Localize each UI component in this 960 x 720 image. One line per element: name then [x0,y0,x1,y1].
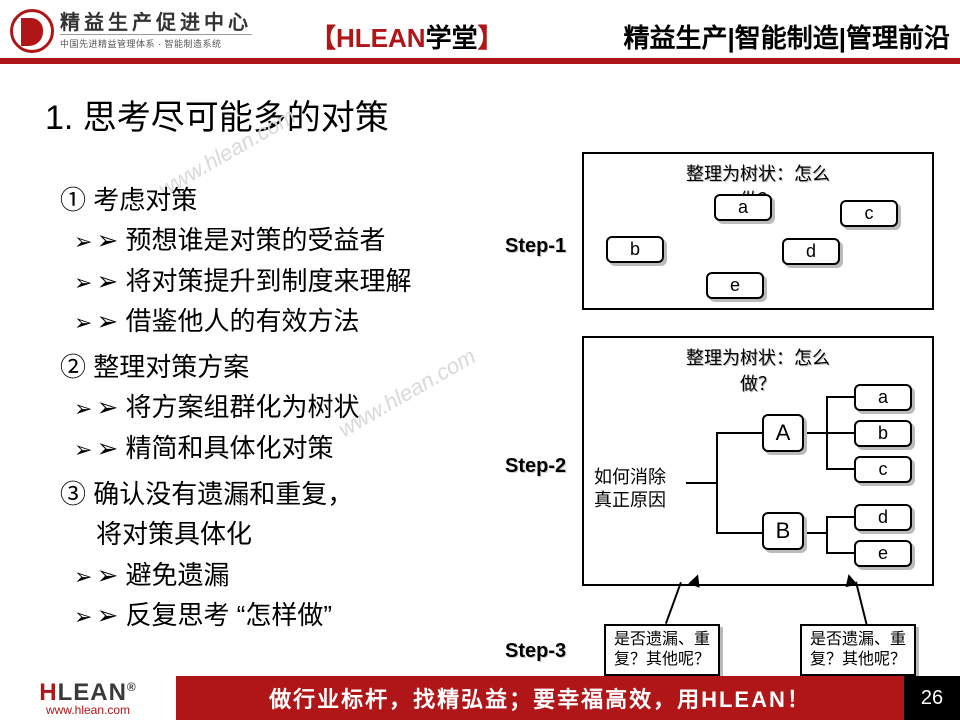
logo-mark [10,9,54,53]
callout-2: 是否遗漏、重 复？其他呢？ [800,624,916,676]
callout-1: 是否遗漏、重 复？其他呢？ [604,624,720,676]
panel-step2: 整理为树状：怎么做？ 如何消除 真正原因 A B a b c d e [582,336,934,586]
leaf-e: e [854,540,912,567]
callout-line: 复？其他呢？ [614,650,710,670]
arrow-line [665,582,682,624]
node-c: c [840,200,898,227]
node-e: e [706,272,764,299]
header-divider [0,58,960,64]
section-1-head: ① 考虑对策 [60,180,490,220]
bullet: ➢ 将方案组群化为树状 [60,387,490,427]
header: 精益生产促进中心 中国先进精益管理体系 · 智能制造系统 【HLEAN学堂】 精… [0,0,960,58]
section-2-head: ② 整理对策方案 [60,347,490,387]
root-line1: 如何消除 [594,466,666,489]
footer-logo: HLEAN® www.hlean.com [0,676,176,720]
leaf-d: d [854,504,912,531]
root-line2: 真正原因 [594,489,666,512]
callout-line: 是否遗漏、重 [614,630,710,650]
arrow-line [855,582,868,625]
org-logo: 精益生产促进中心 中国先进精益管理体系 · 智能制造系统 [10,9,252,53]
footer: HLEAN® www.hlean.com 做行业标杆，找精弘益；要幸福高效，用H… [0,676,960,720]
step-3-label: Step-3 [505,640,566,663]
node-d: d [782,238,840,265]
slide-title: 1. 思考尽可能多的对策 [45,90,389,139]
step-2-label: Step-2 [505,455,566,478]
header-right: 精益生产|智能制造|管理前沿 [623,18,950,55]
bullet: ➢ 避免遗漏 [60,555,490,595]
org-subtitle: 中国先进精益管理体系 · 智能制造系统 [60,34,252,50]
org-name: 精益生产促进中心 [60,12,252,34]
node-a: a [714,194,772,221]
callout-line: 是否遗漏、重 [810,630,906,650]
node-B: B [762,512,804,550]
header-center: 【HLEAN学堂】 [310,18,504,55]
section-3-head: ③ 确认没有遗漏和重复， [60,474,490,514]
footer-slogan: 做行业标杆，找精弘益；要幸福高效，用HLEAN！ [176,676,904,720]
bullet: ➢ 借鉴他人的有效方法 [60,301,490,341]
footer-url: www.hlean.com [46,703,130,717]
bullet: ➢ 预想谁是对策的受益者 [60,220,490,260]
outline: ① 考虑对策 ➢ 预想谁是对策的受益者 ➢ 将对策提升到制度来理解 ➢ 借鉴他人… [60,180,490,641]
node-b: b [606,236,664,263]
root-label: 如何消除 真正原因 [594,466,666,513]
leaf-c: c [854,456,912,483]
leaf-b: b [854,420,912,447]
node-A: A [762,414,804,452]
bullet: ➢ 精简和具体化对策 [60,428,490,468]
step-1-label: Step-1 [505,235,566,258]
brand-h: H [39,679,57,706]
leaf-a: a [854,384,912,411]
bullet: ➢ 将对策提升到制度来理解 [60,261,490,301]
panel-step1: 整理为树状：怎么做？ a b c d e [582,152,934,310]
panel2-title: 整理为树状：怎么做？ [671,344,845,396]
bullet: ➢ 反复思考 “怎样做” [60,595,490,635]
brand-mark: ® [127,680,137,694]
section-3-line2: 将对策具体化 [60,514,490,554]
page-number: 26 [904,676,960,720]
callout-line: 复？其他呢？ [810,650,906,670]
brand-rest: LEAN [58,679,127,706]
